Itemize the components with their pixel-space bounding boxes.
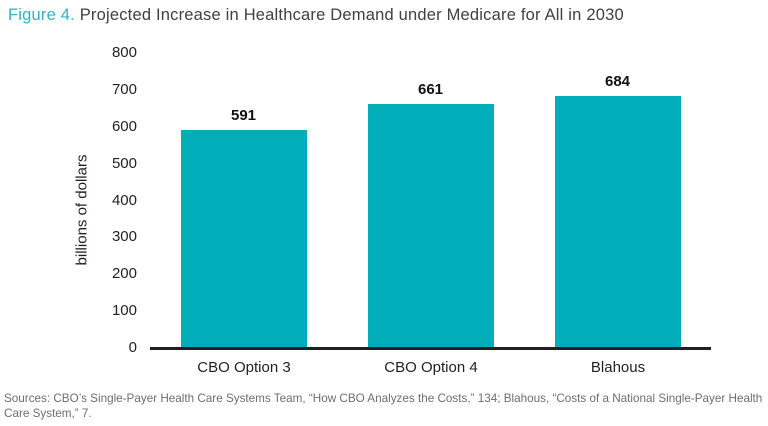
bar-cbo-option-3	[180, 130, 307, 348]
bar-value-label: 661	[417, 81, 444, 99]
y-tick-label: 800	[111, 44, 137, 61]
bar-blahous	[554, 95, 681, 348]
figure-title: Figure 4. Projected Increase in Healthca…	[8, 6, 624, 25]
x-axis-line	[150, 347, 711, 350]
bar-cbo-option-4	[367, 104, 494, 348]
figure-title-text: Projected Increase in Healthcare Demand …	[74, 6, 624, 24]
y-tick-label: 200	[111, 265, 137, 283]
y-tick-label: 0	[128, 339, 137, 356]
y-axis-label: billions of dollars	[73, 154, 91, 266]
bar-value-label: 684	[604, 72, 631, 90]
source-note: Sources: CBO’s Single-Payer Health Care …	[4, 392, 763, 420]
x-category-label: CBO Option 3	[197, 359, 291, 376]
y-tick-label: 600	[111, 117, 137, 135]
y-tick-label: 300	[111, 228, 137, 246]
x-category-label: Blahous	[590, 359, 646, 376]
y-tick-label: 100	[111, 302, 137, 320]
y-tick-label: 500	[111, 154, 137, 172]
y-tick-label: 700	[111, 80, 137, 98]
x-category-label: CBO Option 4	[384, 359, 478, 376]
bar-value-label: 591	[230, 107, 257, 125]
y-tick-label: 400	[111, 191, 137, 209]
figure-number: Figure 4.	[8, 6, 75, 24]
